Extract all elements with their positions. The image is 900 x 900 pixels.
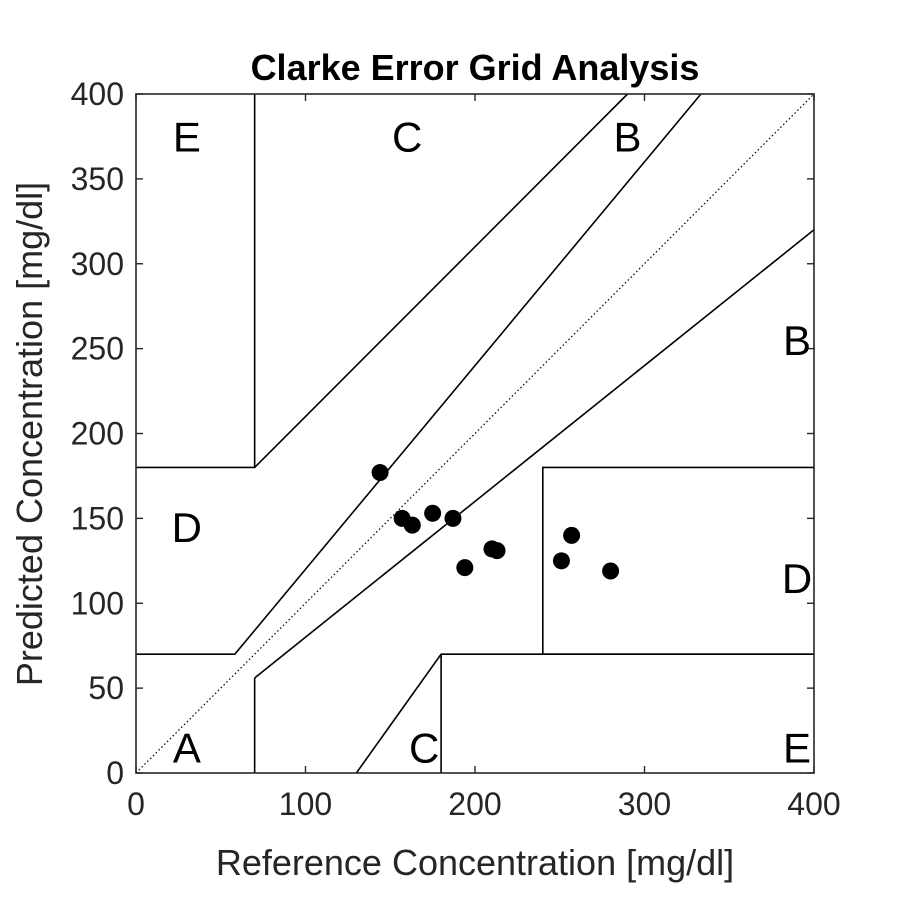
- zone-label-d: D: [172, 504, 202, 551]
- data-point: [602, 562, 620, 580]
- zone-label-e: E: [783, 725, 811, 772]
- zone-label-e: E: [173, 113, 201, 160]
- plot-frame: [135, 93, 815, 774]
- identity-line: [135, 93, 815, 774]
- zone-boundary-3: [254, 93, 629, 469]
- zone-label-c: C: [392, 113, 422, 160]
- chart-title: Clarke Error Grid Analysis: [251, 47, 700, 88]
- zone-boundary-5: [254, 229, 815, 679]
- zone-boundary-1: [136, 629, 256, 655]
- zone-label-a: A: [173, 725, 201, 772]
- y-tick-label: 400: [71, 76, 124, 112]
- y-tick-label: 150: [71, 500, 124, 536]
- data-point: [444, 509, 462, 527]
- y-tick-label: 100: [71, 585, 124, 621]
- x-tick-label: 400: [787, 786, 840, 822]
- data-point: [488, 542, 506, 560]
- plot-area: 0 100 200 300 400 0 50 100 150 200 250 300 350 400 E C B…: [71, 76, 841, 822]
- data-point: [456, 559, 474, 577]
- data-point: [552, 552, 570, 570]
- y-axis-label: Predicted Concentration [mg/dl]: [9, 182, 50, 686]
- y-tick-label: 300: [71, 246, 124, 282]
- zone-label-d: D: [782, 555, 812, 602]
- x-axis-label: Reference Concentration [mg/dl]: [216, 842, 734, 883]
- y-tick-label: 0: [106, 755, 124, 791]
- data-point: [424, 504, 442, 522]
- zone-label-b: B: [614, 113, 642, 160]
- zone-label-b: B: [783, 317, 811, 364]
- x-tick-label: 0: [127, 786, 145, 822]
- y-tick-label: 350: [71, 161, 124, 197]
- zone-boundary-2: [254, 93, 702, 631]
- y-tick-label: 250: [71, 331, 124, 367]
- zone-boundary-6: [541, 466, 814, 655]
- zone-label-c: C: [409, 725, 439, 772]
- y-tick-label: 50: [88, 670, 124, 706]
- y-tick-label: 200: [71, 416, 124, 452]
- data-point: [371, 464, 389, 482]
- x-tick-label: 100: [279, 786, 332, 822]
- x-tick-label: 300: [618, 786, 671, 822]
- x-tick-label: 200: [448, 786, 501, 822]
- data-point: [403, 516, 421, 534]
- data-point: [563, 526, 581, 544]
